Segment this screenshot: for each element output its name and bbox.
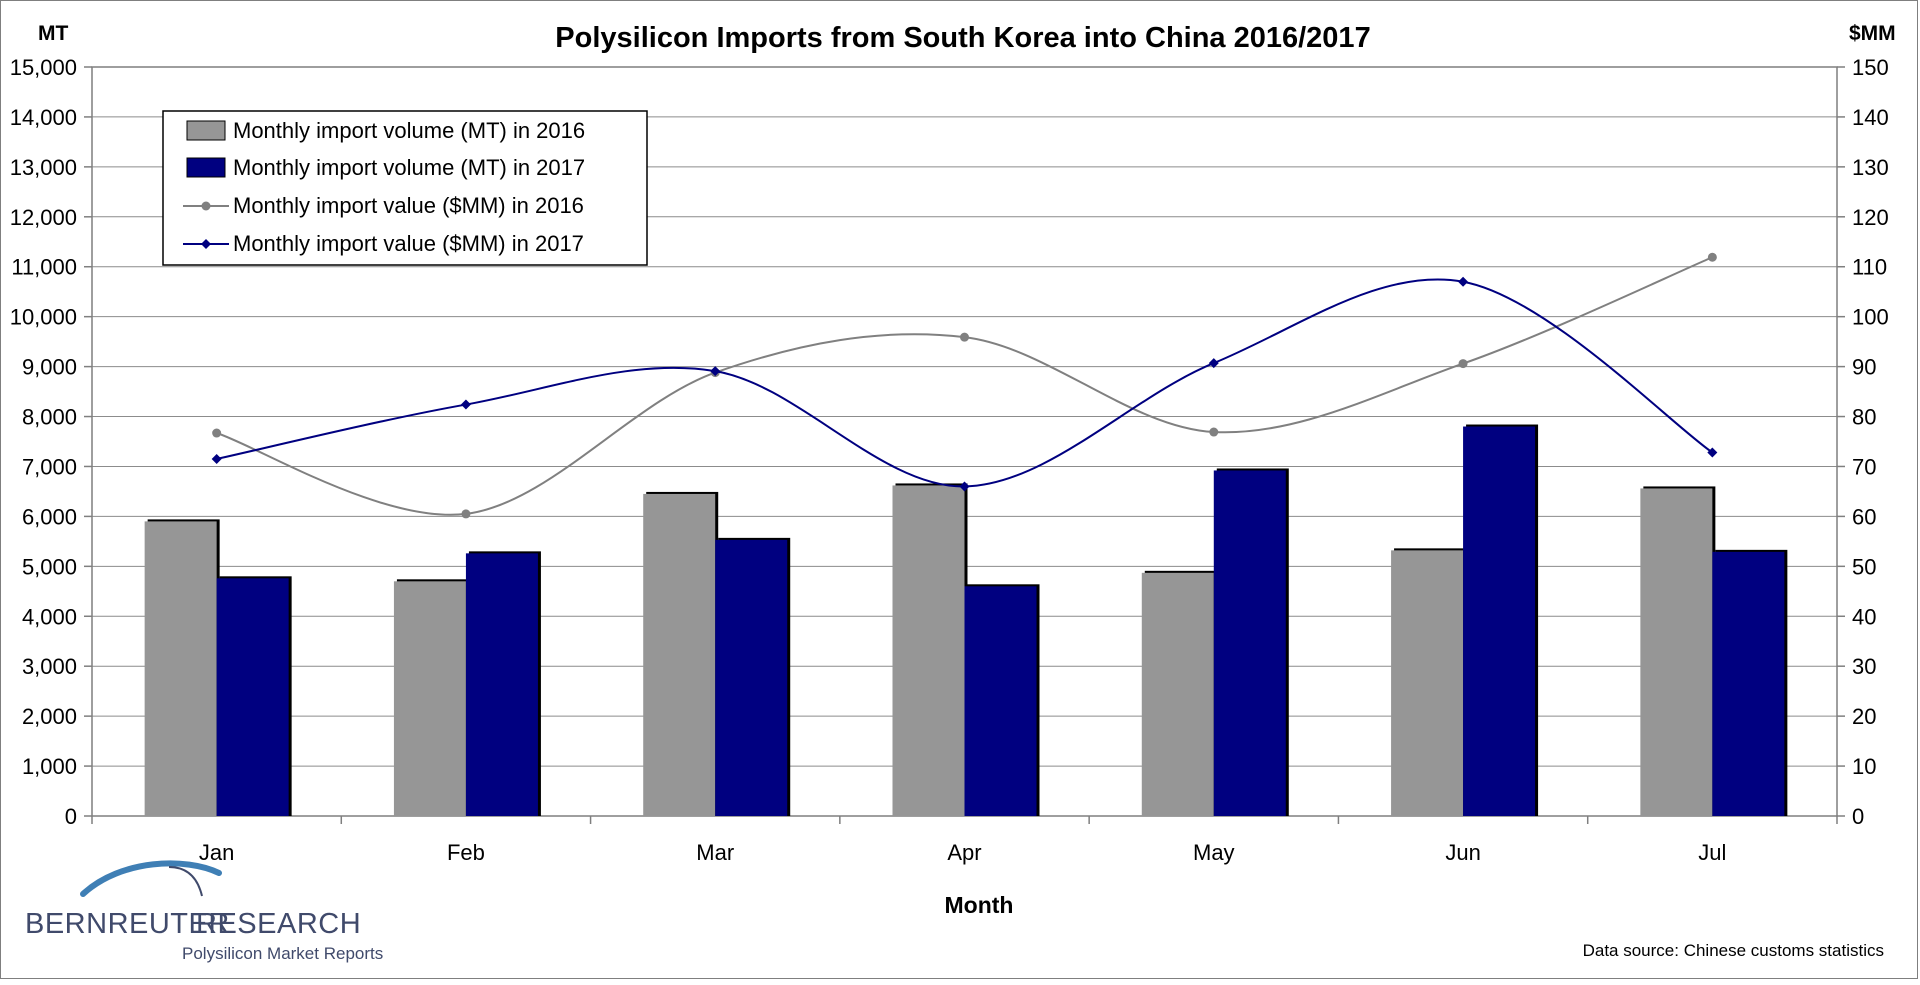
bar-2016 [892, 485, 965, 816]
legend-swatch-volume-2017 [186, 157, 226, 178]
bar-2016 [1391, 550, 1464, 816]
y-left-tick-label: 1,000 [22, 754, 77, 779]
bar-2017 [715, 539, 788, 816]
x-tick-label: May [1193, 840, 1235, 865]
legend-label-value-2016: Monthly import value ($MM) in 2016 [233, 193, 584, 218]
y-right-tick-label: 120 [1852, 205, 1889, 230]
y-right-tick-label: 90 [1852, 355, 1876, 380]
logo-tagline: Polysilicon Market Reports [182, 944, 383, 963]
y-left-tick-label: 8,000 [22, 405, 77, 430]
bernreuter-logo: BERNREUTER RESEARCH Polysilicon Market R… [25, 860, 383, 963]
bar-2017 [1463, 426, 1536, 816]
x-tick-label: Jan [199, 840, 234, 865]
y-right-tick-label: 40 [1852, 604, 1876, 629]
point-value-2016 [1707, 252, 1717, 262]
y-right-tick-label: 140 [1852, 105, 1889, 130]
y-right-tick-label: 20 [1852, 704, 1876, 729]
x-axis-title: Month [945, 892, 1014, 918]
y-right-tick-label: 30 [1852, 654, 1876, 679]
x-axis: Jan Feb Mar Apr May Jun Jul [91, 816, 1838, 865]
x-tick-label: Apr [947, 840, 981, 865]
y-right-tick-label: 0 [1852, 804, 1864, 829]
legend-label-value-2017: Monthly import value ($MM) in 2017 [233, 231, 584, 256]
point-value-2017 [211, 453, 222, 464]
y-left-tick-label: 13,000 [10, 155, 77, 180]
bar-2017 [216, 578, 289, 816]
logo-text-right: RESEARCH [196, 908, 361, 940]
y-right-unit: $MM [1849, 22, 1896, 45]
legend-label-volume-2016: Monthly import volume (MT) in 2016 [233, 118, 585, 143]
legend-swatch-volume-2016 [186, 120, 226, 141]
bar-2016 [144, 521, 217, 816]
bar-series-group [144, 424, 1788, 816]
point-value-2017 [1208, 358, 1219, 369]
bar-2017 [465, 553, 538, 816]
point-value-2016 [461, 509, 471, 519]
y-left-tick-label: 4,000 [22, 604, 77, 629]
x-tick-label: Feb [447, 840, 485, 865]
point-value-2017 [959, 481, 970, 492]
logo-text-left: BERNREUTER [25, 908, 230, 940]
bar-2016 [1141, 572, 1214, 816]
x-tick-label: Mar [696, 840, 734, 865]
bar-2016 [1640, 488, 1713, 816]
y-right-tick-label: 50 [1852, 554, 1876, 579]
y-left-tick-label: 6,000 [22, 504, 77, 529]
y-right-axis: 0 10 20 30 40 50 60 70 80 90 100 110 120 130 140 150 [1837, 55, 1889, 829]
logo-divider-icon [168, 866, 203, 897]
y-right-tick-label: 60 [1852, 504, 1876, 529]
y-left-tick-label: 5,000 [22, 554, 77, 579]
point-value-2017 [1707, 447, 1718, 458]
point-value-2017 [1458, 276, 1469, 287]
bar-2017 [964, 586, 1037, 816]
y-left-unit: MT [38, 22, 68, 45]
data-source-note: Data source: Chinese customs statistics [1583, 941, 1884, 960]
y-left-tick-label: 3,000 [22, 654, 77, 679]
x-tick-label: Jun [1445, 840, 1480, 865]
y-left-tick-label: 11,000 [11, 255, 77, 280]
y-right-tick-label: 100 [1852, 305, 1889, 330]
bar-2016 [643, 493, 716, 816]
y-right-tick-label: 10 [1852, 754, 1876, 779]
y-left-tick-label: 12,000 [10, 205, 77, 230]
chart-title: Polysilicon Imports from South Korea int… [555, 22, 1370, 54]
legend-marker-value-2017 [201, 239, 211, 249]
y-left-tick-label: 0 [65, 804, 77, 829]
legend-box [162, 110, 648, 266]
logo-arc-icon [80, 860, 222, 897]
y-right-tick-label: 80 [1852, 405, 1876, 430]
y-right-tick-label: 70 [1852, 454, 1876, 479]
y-left-tick-label: 7,000 [22, 454, 77, 479]
line-series-group [211, 252, 1718, 519]
bar-2017 [1213, 470, 1286, 816]
bar-2016 [393, 581, 466, 816]
point-value-2017 [710, 366, 721, 377]
legend-marker-value-2016 [201, 201, 211, 211]
legend-label-volume-2017: Monthly import volume (MT) in 2017 [233, 155, 585, 180]
y-left-tick-label: 14,000 [10, 105, 77, 130]
y-left-tick-label: 9,000 [22, 355, 77, 380]
x-tick-label: Jul [1698, 840, 1726, 865]
point-value-2017 [460, 399, 471, 410]
y-left-tick-label: 2,000 [22, 704, 77, 729]
y-right-tick-label: 150 [1852, 55, 1889, 80]
y-left-tick-label: 10,000 [10, 305, 77, 330]
point-value-2016 [1209, 427, 1219, 437]
point-value-2016 [212, 428, 222, 438]
y-right-tick-label: 110 [1852, 255, 1887, 280]
legend: Monthly import volume (MT) in 2016 Month… [162, 110, 648, 266]
point-value-2016 [960, 332, 969, 342]
bar-2017 [1712, 551, 1785, 816]
y-left-tick-label: 15,000 [10, 55, 77, 80]
y-right-tick-label: 130 [1852, 155, 1889, 180]
point-value-2016 [1458, 359, 1468, 369]
y-left-axis: 0 1,000 2,000 3,000 4,000 5,000 6,000 7,000 8,00… [10, 55, 92, 829]
